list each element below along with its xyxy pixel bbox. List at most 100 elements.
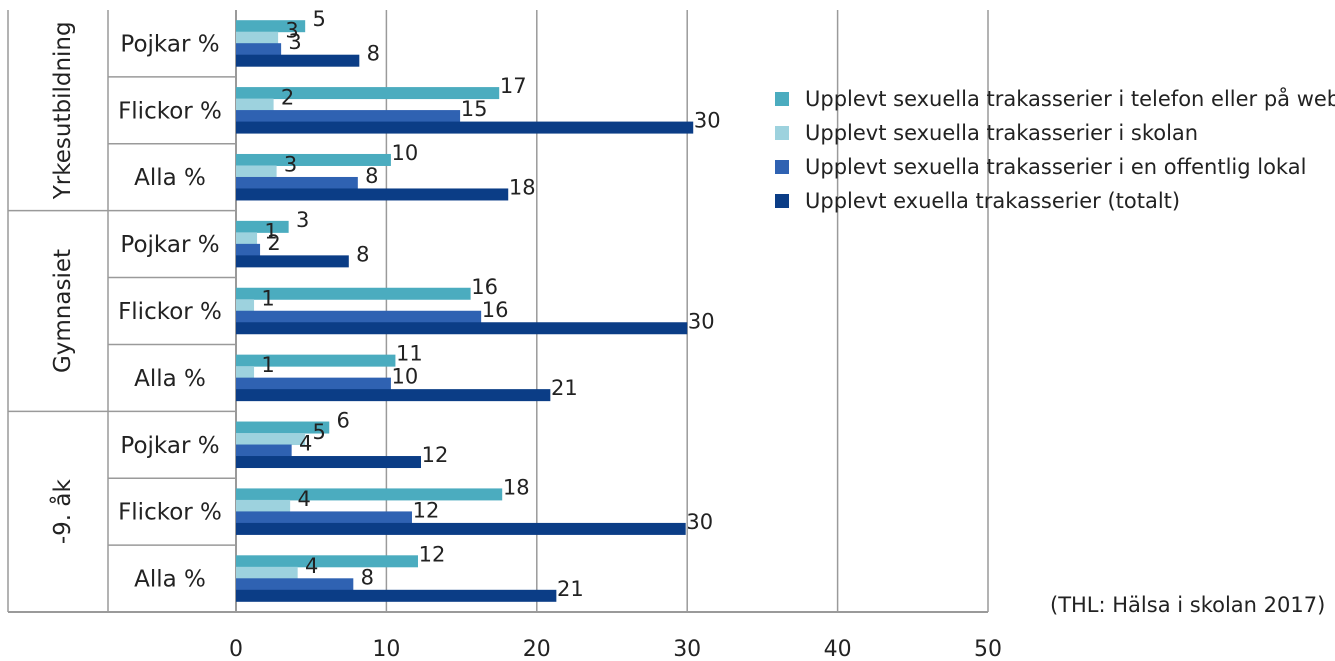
data-label: 30	[694, 109, 721, 133]
legend-label: Upplevt sexuella trakasserier i en offen…	[805, 155, 1306, 179]
legend-swatch	[775, 92, 789, 106]
bar	[236, 98, 274, 111]
bar	[236, 243, 261, 256]
bar	[236, 188, 509, 201]
bar	[236, 54, 360, 67]
bar	[236, 522, 686, 535]
bar	[236, 578, 354, 591]
data-label: 16	[471, 275, 498, 299]
data-label: 3	[296, 208, 309, 232]
category-label: Alla %	[134, 165, 206, 191]
legend-swatch	[775, 194, 789, 208]
category-label: Flickor %	[118, 98, 222, 124]
x-tick-label: 10	[372, 637, 400, 661]
data-label: 5	[312, 7, 325, 31]
category-label: Pojkar %	[120, 433, 219, 459]
bar	[236, 287, 471, 300]
data-label: 8	[367, 42, 380, 66]
bar	[236, 299, 255, 312]
data-label: 8	[365, 164, 378, 188]
bar	[236, 433, 306, 446]
bar	[236, 322, 688, 335]
category-label: Pojkar %	[120, 31, 219, 57]
x-tick-label: 50	[974, 637, 1002, 661]
bar	[236, 377, 391, 390]
bar	[236, 444, 292, 457]
bar	[236, 87, 500, 100]
bar	[236, 511, 412, 524]
bar	[236, 421, 330, 434]
data-label: 5	[312, 420, 325, 444]
data-label: 8	[361, 565, 374, 589]
legend-label: Upplevt sexuella trakasserier i skolan	[805, 121, 1198, 145]
data-label: 18	[503, 475, 530, 499]
data-label: 21	[557, 577, 584, 601]
bar	[236, 566, 298, 579]
data-label: 10	[392, 141, 419, 165]
data-label: 12	[413, 498, 440, 522]
bar	[236, 20, 306, 33]
bar	[236, 499, 291, 512]
bar	[236, 488, 503, 501]
category-label: Pojkar %	[120, 232, 219, 258]
x-tick-label: 20	[523, 637, 551, 661]
data-label: 12	[422, 443, 449, 467]
legend-label: Upplevt exuella trakasserier (totalt)	[805, 189, 1180, 213]
x-tick-label: 30	[673, 637, 701, 661]
category-label: Flickor %	[118, 299, 222, 325]
data-label: 18	[509, 175, 536, 199]
data-label: 21	[551, 376, 578, 400]
data-label: 1	[264, 219, 277, 243]
bar	[236, 220, 289, 233]
data-label: 3	[288, 30, 301, 54]
category-label: Alla %	[134, 567, 206, 593]
source-note: (THL: Hälsa i skolan 2017)	[1050, 593, 1325, 617]
legend-label: Upplevt sexuella trakasserier i telefon …	[805, 86, 1335, 111]
bar	[236, 232, 258, 245]
bar	[236, 110, 461, 123]
group-label: Yrkesutbildning	[50, 21, 76, 200]
legend: Upplevt sexuella trakasserier i telefon …	[775, 86, 1335, 213]
bar	[236, 176, 358, 189]
x-tick-label: 0	[229, 637, 243, 661]
bar	[236, 555, 418, 568]
x-tick-label: 40	[824, 637, 852, 661]
data-label: 12	[419, 542, 446, 566]
bar	[236, 310, 482, 323]
data-label: 11	[396, 342, 423, 366]
data-label: 1	[261, 286, 274, 310]
bars	[236, 20, 694, 602]
bar	[236, 121, 694, 134]
data-label: 16	[482, 298, 509, 322]
data-label: 15	[461, 97, 488, 121]
data-label: 2	[281, 86, 294, 110]
bar	[236, 354, 396, 367]
bar	[236, 366, 255, 379]
data-label: 17	[500, 74, 527, 98]
bar	[236, 43, 282, 56]
group-label: Gymnasiet	[50, 249, 76, 373]
legend-swatch	[775, 126, 789, 140]
bar	[236, 255, 349, 268]
bar	[236, 456, 421, 469]
bar	[236, 31, 279, 44]
category-label: Alla %	[134, 366, 206, 392]
data-label: 3	[284, 152, 297, 176]
group-label: -9. åk	[48, 479, 76, 545]
data-label: 6	[337, 409, 350, 433]
category-labels: Pojkar % Flickor % Alla % Pojkar % Flickor %…	[118, 31, 222, 592]
bar	[236, 153, 391, 166]
x-tick-labels: 0 10 20 30 40 50	[229, 637, 1002, 661]
data-label: 30	[688, 309, 715, 333]
bar	[236, 589, 557, 602]
bar	[236, 389, 551, 402]
data-label: 2	[267, 231, 280, 255]
data-label: 4	[299, 432, 312, 456]
data-label: 1	[261, 353, 274, 377]
data-label: 3	[285, 19, 298, 43]
data-label: 30	[686, 510, 713, 534]
legend-swatch	[775, 160, 789, 174]
category-label: Flickor %	[118, 500, 222, 526]
data-label: 4	[297, 487, 310, 511]
